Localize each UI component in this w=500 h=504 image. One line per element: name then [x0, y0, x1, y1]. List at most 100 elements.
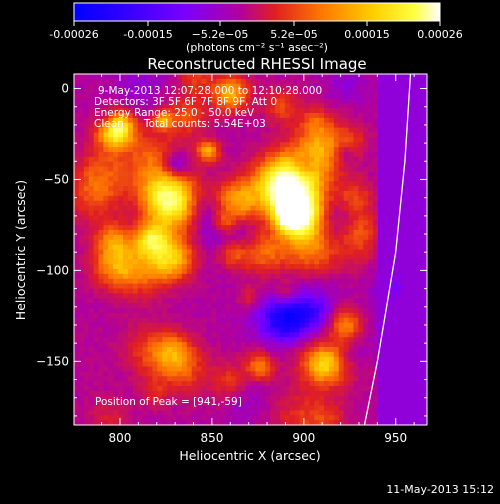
heatmap-cell — [300, 357, 305, 362]
heatmap-cell — [206, 284, 211, 289]
heatmap-cell — [211, 206, 216, 211]
heatmap-cell — [363, 308, 368, 313]
heatmap-cell — [148, 172, 153, 177]
heatmap-cell — [344, 352, 349, 357]
heatmap-cell — [162, 386, 167, 391]
heatmap-cell — [265, 376, 270, 381]
heatmap-cell — [246, 323, 251, 328]
heatmap-cell — [309, 362, 314, 367]
heatmap-cell — [162, 289, 167, 294]
heatmap-cell — [79, 279, 84, 284]
heatmap-cell — [201, 250, 206, 255]
heatmap-cell — [402, 206, 407, 211]
heatmap-cell — [157, 386, 162, 391]
heatmap-cell — [187, 303, 192, 308]
heatmap-cell — [201, 284, 206, 289]
heatmap-cell — [103, 147, 108, 152]
heatmap-cell — [192, 298, 197, 303]
heatmap-cell — [398, 128, 403, 133]
heatmap-cell — [197, 298, 202, 303]
heatmap-cell — [138, 196, 143, 201]
heatmap-cell — [216, 147, 221, 152]
heatmap-cell — [246, 279, 251, 284]
heatmap-cell — [358, 318, 363, 323]
heatmap-cell — [393, 147, 398, 152]
heatmap-cell — [162, 259, 167, 264]
heatmap-cell — [241, 167, 246, 172]
heatmap-cell — [84, 186, 89, 191]
heatmap-cell — [388, 123, 393, 128]
heatmap-cell — [334, 357, 339, 362]
heatmap-cell — [216, 367, 221, 372]
heatmap-cell — [309, 108, 314, 113]
heatmap-cell — [221, 303, 226, 308]
heatmap-cell — [265, 201, 270, 206]
heatmap-cell — [353, 176, 358, 181]
heatmap-cell — [226, 206, 231, 211]
heatmap-cell — [187, 235, 192, 240]
heatmap-cell — [324, 259, 329, 264]
heatmap-cell — [407, 264, 412, 269]
heatmap-cell — [148, 289, 153, 294]
heatmap-cell — [241, 284, 246, 289]
heatmap-cell — [353, 284, 358, 289]
heatmap-cell — [280, 284, 285, 289]
heatmap-cell — [290, 108, 295, 113]
heatmap-cell — [378, 113, 383, 118]
heatmap-cell — [148, 191, 153, 196]
heatmap-cell — [309, 181, 314, 186]
heatmap-cell — [192, 191, 197, 196]
heatmap-cell — [79, 371, 84, 376]
heatmap-cell — [329, 118, 334, 123]
heatmap-cell — [314, 220, 319, 225]
heatmap-cell — [314, 157, 319, 162]
heatmap-cell — [378, 240, 383, 245]
heatmap-cell — [74, 206, 79, 211]
heatmap-cell — [285, 225, 290, 230]
heatmap-cell — [89, 181, 94, 186]
heatmap-cell — [118, 176, 123, 181]
heatmap-cell — [246, 367, 251, 372]
heatmap-cell — [309, 103, 314, 108]
heatmap-cell — [378, 215, 383, 220]
heatmap-cell — [393, 396, 398, 401]
heatmap-cell — [216, 308, 221, 313]
heatmap-cell — [99, 245, 104, 250]
heatmap-cell — [324, 191, 329, 196]
heatmap-cell — [221, 313, 226, 318]
heatmap-cell — [99, 201, 104, 206]
heatmap-cell — [309, 157, 314, 162]
heatmap-cell — [103, 137, 108, 142]
heatmap-cell — [241, 318, 246, 323]
heatmap-cell — [329, 152, 334, 157]
heatmap-cell — [192, 245, 197, 250]
heatmap-cell — [412, 74, 417, 79]
heatmap-cell — [373, 396, 378, 401]
heatmap-cell — [192, 376, 197, 381]
heatmap-cell — [368, 167, 373, 172]
heatmap-cell — [192, 279, 197, 284]
heatmap-cell — [246, 298, 251, 303]
heatmap-cell — [314, 230, 319, 235]
heatmap-cell — [260, 206, 265, 211]
heatmap-cell — [148, 133, 153, 138]
heatmap-cell — [344, 279, 349, 284]
heatmap-cell — [246, 376, 251, 381]
heatmap-cell — [368, 293, 373, 298]
heatmap-cell — [334, 215, 339, 220]
heatmap-cell — [148, 293, 153, 298]
heatmap-cell — [241, 264, 246, 269]
heatmap-cell — [339, 196, 344, 201]
heatmap-cell — [417, 230, 422, 235]
heatmap-cell — [260, 284, 265, 289]
heatmap-cell — [241, 133, 246, 138]
heatmap-cell — [206, 167, 211, 172]
heatmap-cell — [221, 235, 226, 240]
heatmap-cell — [329, 259, 334, 264]
heatmap-cell — [295, 103, 300, 108]
heatmap-cell — [241, 240, 246, 245]
heatmap-cell — [143, 162, 148, 167]
heatmap-cell — [255, 162, 260, 167]
heatmap-cell — [270, 396, 275, 401]
heatmap-cell — [138, 133, 143, 138]
